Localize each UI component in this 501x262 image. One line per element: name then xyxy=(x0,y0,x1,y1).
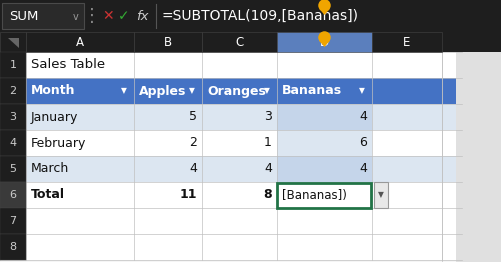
Text: 1: 1 xyxy=(264,137,272,150)
Text: E: E xyxy=(402,35,410,48)
Bar xyxy=(0,104,501,130)
Text: ▼: ▼ xyxy=(121,86,127,96)
Bar xyxy=(0,32,26,52)
Text: Month: Month xyxy=(31,85,75,97)
Text: 11: 11 xyxy=(179,188,196,201)
Text: ▼: ▼ xyxy=(358,86,364,96)
Text: 2: 2 xyxy=(189,137,196,150)
Bar xyxy=(0,182,501,208)
Bar xyxy=(0,0,501,32)
Text: Bananas: Bananas xyxy=(282,85,342,97)
Bar xyxy=(0,156,26,182)
Bar xyxy=(373,182,387,208)
Bar xyxy=(0,234,501,260)
Text: B: B xyxy=(164,35,172,48)
Text: January: January xyxy=(31,111,78,123)
Bar xyxy=(0,130,501,156)
Text: 1: 1 xyxy=(10,60,17,70)
Bar xyxy=(0,32,501,52)
Text: C: C xyxy=(235,35,243,48)
Bar xyxy=(277,104,371,130)
Text: ✕: ✕ xyxy=(102,9,114,23)
Text: 3: 3 xyxy=(264,111,272,123)
Text: fx: fx xyxy=(135,9,148,23)
Bar xyxy=(0,104,26,130)
Text: A: A xyxy=(76,35,84,48)
Bar xyxy=(0,182,26,208)
Text: v: v xyxy=(73,12,79,22)
Text: Sales Table: Sales Table xyxy=(31,58,105,72)
Bar xyxy=(0,52,471,262)
Text: 7: 7 xyxy=(10,216,17,226)
Polygon shape xyxy=(319,9,329,15)
Text: ✓: ✓ xyxy=(118,9,130,23)
Text: 3: 3 xyxy=(10,112,17,122)
Polygon shape xyxy=(8,38,20,48)
Bar xyxy=(277,32,371,52)
Bar xyxy=(277,130,371,156)
Text: ▼: ▼ xyxy=(189,86,194,96)
Bar xyxy=(26,32,134,52)
Text: ▼: ▼ xyxy=(264,86,270,96)
Text: 5: 5 xyxy=(10,164,17,174)
Text: 2: 2 xyxy=(10,86,17,96)
Bar xyxy=(0,78,26,104)
Text: Oranges: Oranges xyxy=(206,85,266,97)
Text: 6: 6 xyxy=(358,137,366,150)
Text: 4: 4 xyxy=(358,111,366,123)
Bar xyxy=(0,78,501,104)
Text: SUM: SUM xyxy=(9,9,38,23)
Text: February: February xyxy=(31,137,86,150)
Bar xyxy=(134,32,201,52)
Text: Apples: Apples xyxy=(139,85,186,97)
Text: D: D xyxy=(319,35,329,48)
Text: =SUBTOTAL(109,[Bananas]): =SUBTOTAL(109,[Bananas]) xyxy=(162,9,358,23)
Bar xyxy=(0,130,26,156)
Text: [Bananas]): [Bananas]) xyxy=(282,188,346,201)
Text: Total: Total xyxy=(31,188,65,201)
Bar xyxy=(2,3,84,29)
Text: 8: 8 xyxy=(263,188,272,201)
Bar xyxy=(0,52,501,78)
Bar xyxy=(0,208,501,234)
Text: ▼: ▼ xyxy=(377,190,383,199)
Text: 6: 6 xyxy=(10,190,17,200)
Text: 5: 5 xyxy=(188,111,196,123)
Bar xyxy=(277,183,371,208)
Text: 4: 4 xyxy=(264,162,272,176)
Bar xyxy=(455,52,501,262)
Bar xyxy=(0,208,26,234)
Text: 8: 8 xyxy=(10,242,17,252)
Text: 4: 4 xyxy=(10,138,17,148)
Text: 4: 4 xyxy=(358,162,366,176)
Bar xyxy=(371,32,441,52)
Bar xyxy=(0,52,26,78)
Text: ⋮: ⋮ xyxy=(83,7,101,25)
Bar xyxy=(201,32,277,52)
Bar xyxy=(277,156,371,182)
Text: 4: 4 xyxy=(189,162,196,176)
Text: March: March xyxy=(31,162,69,176)
Polygon shape xyxy=(319,41,329,47)
Bar xyxy=(0,234,26,260)
Bar xyxy=(0,156,501,182)
